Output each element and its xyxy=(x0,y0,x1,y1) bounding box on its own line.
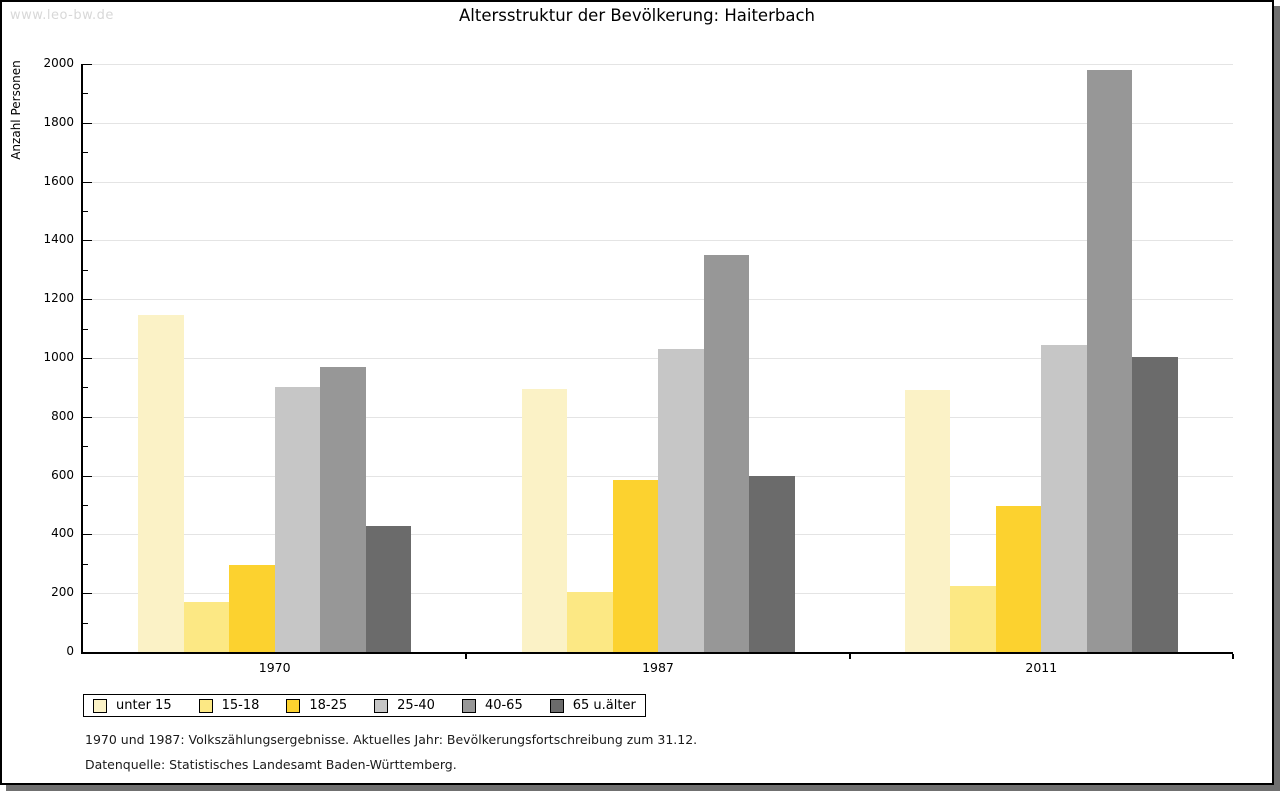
legend-label: unter 15 xyxy=(116,698,172,713)
legend-swatch xyxy=(286,698,301,713)
y-major-tick xyxy=(83,122,92,124)
chart-title: Altersstruktur der Bevölkerung: Haiterba… xyxy=(459,6,815,25)
x-axis-tick xyxy=(849,654,851,659)
plot-area: 0 200 400 600 800 1000 1200 1400 1600 1800 2000 197… xyxy=(43,56,1234,675)
y-tick-label: 1600 xyxy=(43,173,74,188)
bar-1970-40-65 xyxy=(320,366,366,652)
legend-swatch xyxy=(93,698,107,713)
footnote-line1: 1970 und 1987: Volkszählungsergebnisse. … xyxy=(85,732,698,747)
y-minor-tick xyxy=(83,211,88,212)
y-major-tick xyxy=(83,534,92,536)
footnote-line2: Datenquelle: Statistisches Landesamt Bad… xyxy=(85,757,457,772)
bar-2011-25-40 xyxy=(1041,344,1087,652)
y-axis-title: Anzahl Personen xyxy=(9,60,23,160)
bar-1970-unter-15 xyxy=(138,315,184,652)
y-tick-label: 0 xyxy=(66,644,74,658)
legend-swatch xyxy=(549,698,564,713)
bar-1987-40-65 xyxy=(704,255,749,652)
legend-item: 65 u.älter xyxy=(549,698,636,713)
bar-1987-25-40 xyxy=(658,349,704,652)
y-tick-label: 600 xyxy=(51,467,74,482)
x-axis-tick xyxy=(465,654,467,659)
y-minor-tick xyxy=(83,505,88,506)
legend-item: 18-25 xyxy=(286,698,347,713)
watermark-text: www.leo-bw.de xyxy=(10,8,114,23)
y-minor-tick xyxy=(83,622,88,624)
legend-label: 15-18 xyxy=(221,698,260,713)
bar-2011-65-u-lter xyxy=(1132,356,1178,652)
y-tick-label: 1800 xyxy=(43,114,74,129)
legend-item: 40-65 xyxy=(461,698,523,713)
legend-swatch xyxy=(461,698,476,713)
legend: unter 15 15-18 18-25 25-40 40-65 65 u.älter xyxy=(83,694,646,717)
legend-swatch xyxy=(374,698,389,713)
y-major-tick xyxy=(83,593,92,595)
bar-1987-15-18 xyxy=(567,591,613,652)
y-minor-tick xyxy=(83,93,88,95)
bar-1970-18-25 xyxy=(229,565,275,652)
gridline-1400 xyxy=(83,240,1233,242)
y-major-tick xyxy=(83,64,92,65)
y-minor-tick xyxy=(83,269,88,271)
legend-label: 25-40 xyxy=(397,698,435,713)
bar-1970-25-40 xyxy=(275,387,320,652)
legend-label: 18-25 xyxy=(309,698,348,713)
y-major-tick xyxy=(83,416,92,418)
y-tick-label: 400 xyxy=(51,526,74,541)
y-major-tick xyxy=(83,299,92,301)
bar-2011-unter-15 xyxy=(905,390,950,652)
y-minor-tick xyxy=(83,328,88,330)
y-minor-tick xyxy=(83,446,88,448)
legend-swatch xyxy=(198,698,213,713)
gridline-1600 xyxy=(83,181,1233,183)
y-minor-tick xyxy=(83,563,88,565)
y-minor-tick xyxy=(83,152,88,154)
y-minor-tick xyxy=(83,387,88,389)
bar-1970-15-18 xyxy=(184,602,229,652)
bar-1987-18-25 xyxy=(613,480,658,652)
x-category-label: 1970 xyxy=(258,660,291,675)
legend-item: unter 15 xyxy=(93,698,172,713)
legend-item: 15-18 xyxy=(198,698,260,713)
y-major-tick xyxy=(83,475,92,477)
bar-2011-40-65 xyxy=(1087,69,1132,652)
y-major-tick xyxy=(83,358,92,359)
y-tick-label: 200 xyxy=(51,585,74,600)
y-tick-label: 2000 xyxy=(43,56,74,70)
gridline-2000 xyxy=(83,64,1233,65)
bar-2011-18-25 xyxy=(996,506,1041,652)
legend-label: 40-65 xyxy=(484,698,523,713)
y-tick-label: 1200 xyxy=(43,291,74,306)
y-major-tick xyxy=(83,240,92,242)
legend-item: 25-40 xyxy=(374,698,435,713)
y-tick-label: 1000 xyxy=(43,350,74,364)
y-tick-label: 800 xyxy=(51,408,74,423)
x-axis-tick xyxy=(1232,654,1234,659)
bar-2011-15-18 xyxy=(950,585,996,652)
gridline-1800 xyxy=(83,122,1233,124)
bar-1987-unter-15 xyxy=(522,388,567,652)
gridline-1200 xyxy=(83,299,1233,301)
legend-label: 65 u.älter xyxy=(572,698,636,713)
y-major-tick xyxy=(83,181,92,183)
x-category-label: 2011 xyxy=(1025,660,1058,675)
y-tick-label: 1400 xyxy=(43,232,74,247)
bar-1970-65-u-lter xyxy=(366,525,411,652)
bar-1987-65-u-lter xyxy=(749,475,795,652)
x-category-label: 1987 xyxy=(642,660,674,675)
